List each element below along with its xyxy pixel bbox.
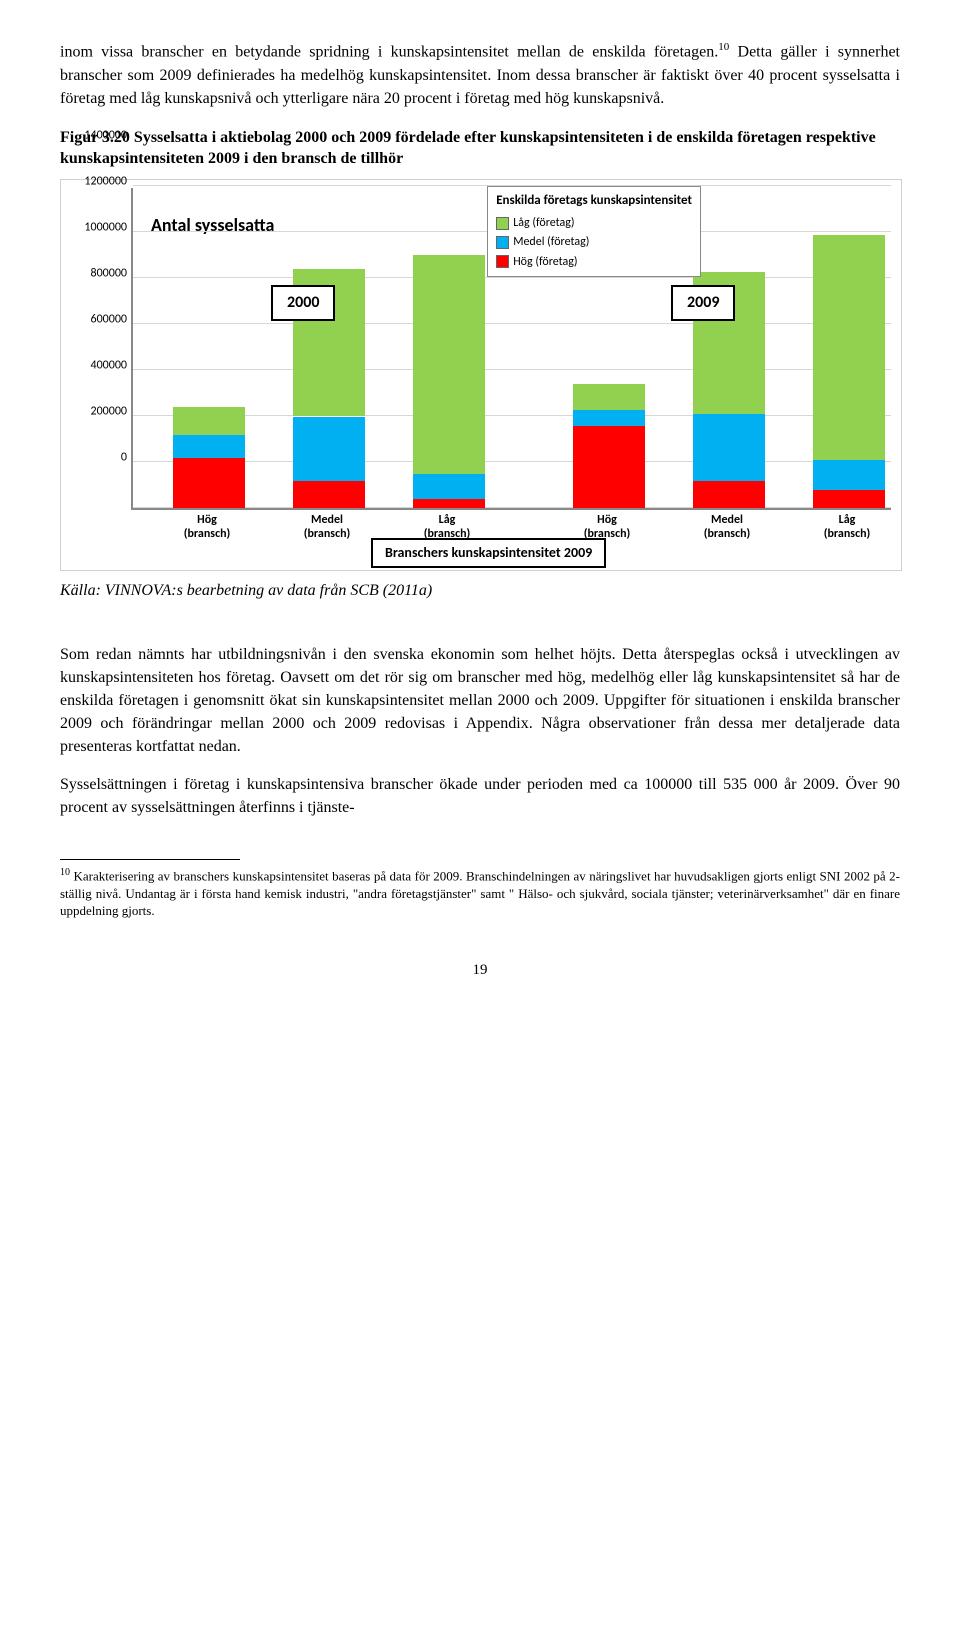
x-label: Medel(bransch)	[676, 514, 778, 540]
group-label-2000: 2000	[271, 285, 335, 320]
paragraph-3: Sysselsättningen i företag i kunskapsint…	[60, 773, 900, 819]
legend-label: Hög (företag)	[513, 255, 577, 269]
bottom-box-label: Branschers kunskapsintensitet 2009	[371, 538, 606, 568]
y-tick: 200000	[67, 404, 127, 421]
y-tick: 600000	[67, 312, 127, 329]
source-text: Källa: VINNOVA:s bearbetning av data frå…	[60, 579, 900, 602]
legend-swatch	[496, 255, 509, 268]
x-label: Låg(bransch)	[796, 514, 898, 540]
figure-title: Figur 3.20 Sysselsatta i aktiebolag 2000…	[60, 128, 900, 170]
y-tick: 1200000	[67, 174, 127, 191]
paragraph-intro: inom vissa branscher en betydande spridn…	[60, 40, 900, 110]
bar	[573, 384, 645, 508]
legend-item: Hög (företag)	[496, 253, 692, 272]
bar	[173, 407, 245, 508]
x-label: Låg(bransch)	[396, 514, 498, 540]
y-tick: 1400000	[67, 128, 127, 145]
legend-item: Låg (företag)	[496, 214, 692, 233]
legend-swatch	[496, 217, 509, 230]
footnote-separator	[60, 859, 240, 860]
bar	[813, 235, 885, 509]
bar	[413, 255, 485, 508]
footnote: 10 Karakterisering av branschers kunskap…	[60, 866, 900, 920]
paragraph-2: Som redan nämnts har utbildningsnivån i …	[60, 643, 900, 759]
y-axis: 0200000400000600000800000100000012000001…	[61, 180, 131, 510]
legend-title: Enskilda företags kunskapsintensitet	[496, 191, 692, 212]
footnote-text: Karakterisering av branschers kunskapsin…	[60, 868, 900, 918]
group-label-2009: 2009	[671, 285, 735, 320]
chart: Antal sysselsatta 0200000400000600000800…	[60, 179, 902, 571]
legend-item: Medel (företag)	[496, 233, 692, 252]
x-label: Hög(bransch)	[556, 514, 658, 540]
x-label: Hög(bransch)	[156, 514, 258, 540]
page-number: 19	[60, 960, 900, 982]
y-tick: 800000	[67, 266, 127, 283]
legend: Enskilda företags kunskapsintensitet Låg…	[487, 186, 701, 276]
y-tick: 1000000	[67, 220, 127, 237]
text: inom vissa branscher en betydande spridn…	[60, 43, 718, 60]
legend-label: Medel (företag)	[513, 235, 589, 249]
footnote-ref: 10	[718, 41, 729, 53]
legend-swatch	[496, 236, 509, 249]
legend-label: Låg (företag)	[513, 216, 574, 230]
y-tick: 0	[67, 450, 127, 467]
y-tick: 400000	[67, 358, 127, 375]
footnote-number: 10	[60, 867, 70, 878]
x-label: Medel(bransch)	[276, 514, 378, 540]
